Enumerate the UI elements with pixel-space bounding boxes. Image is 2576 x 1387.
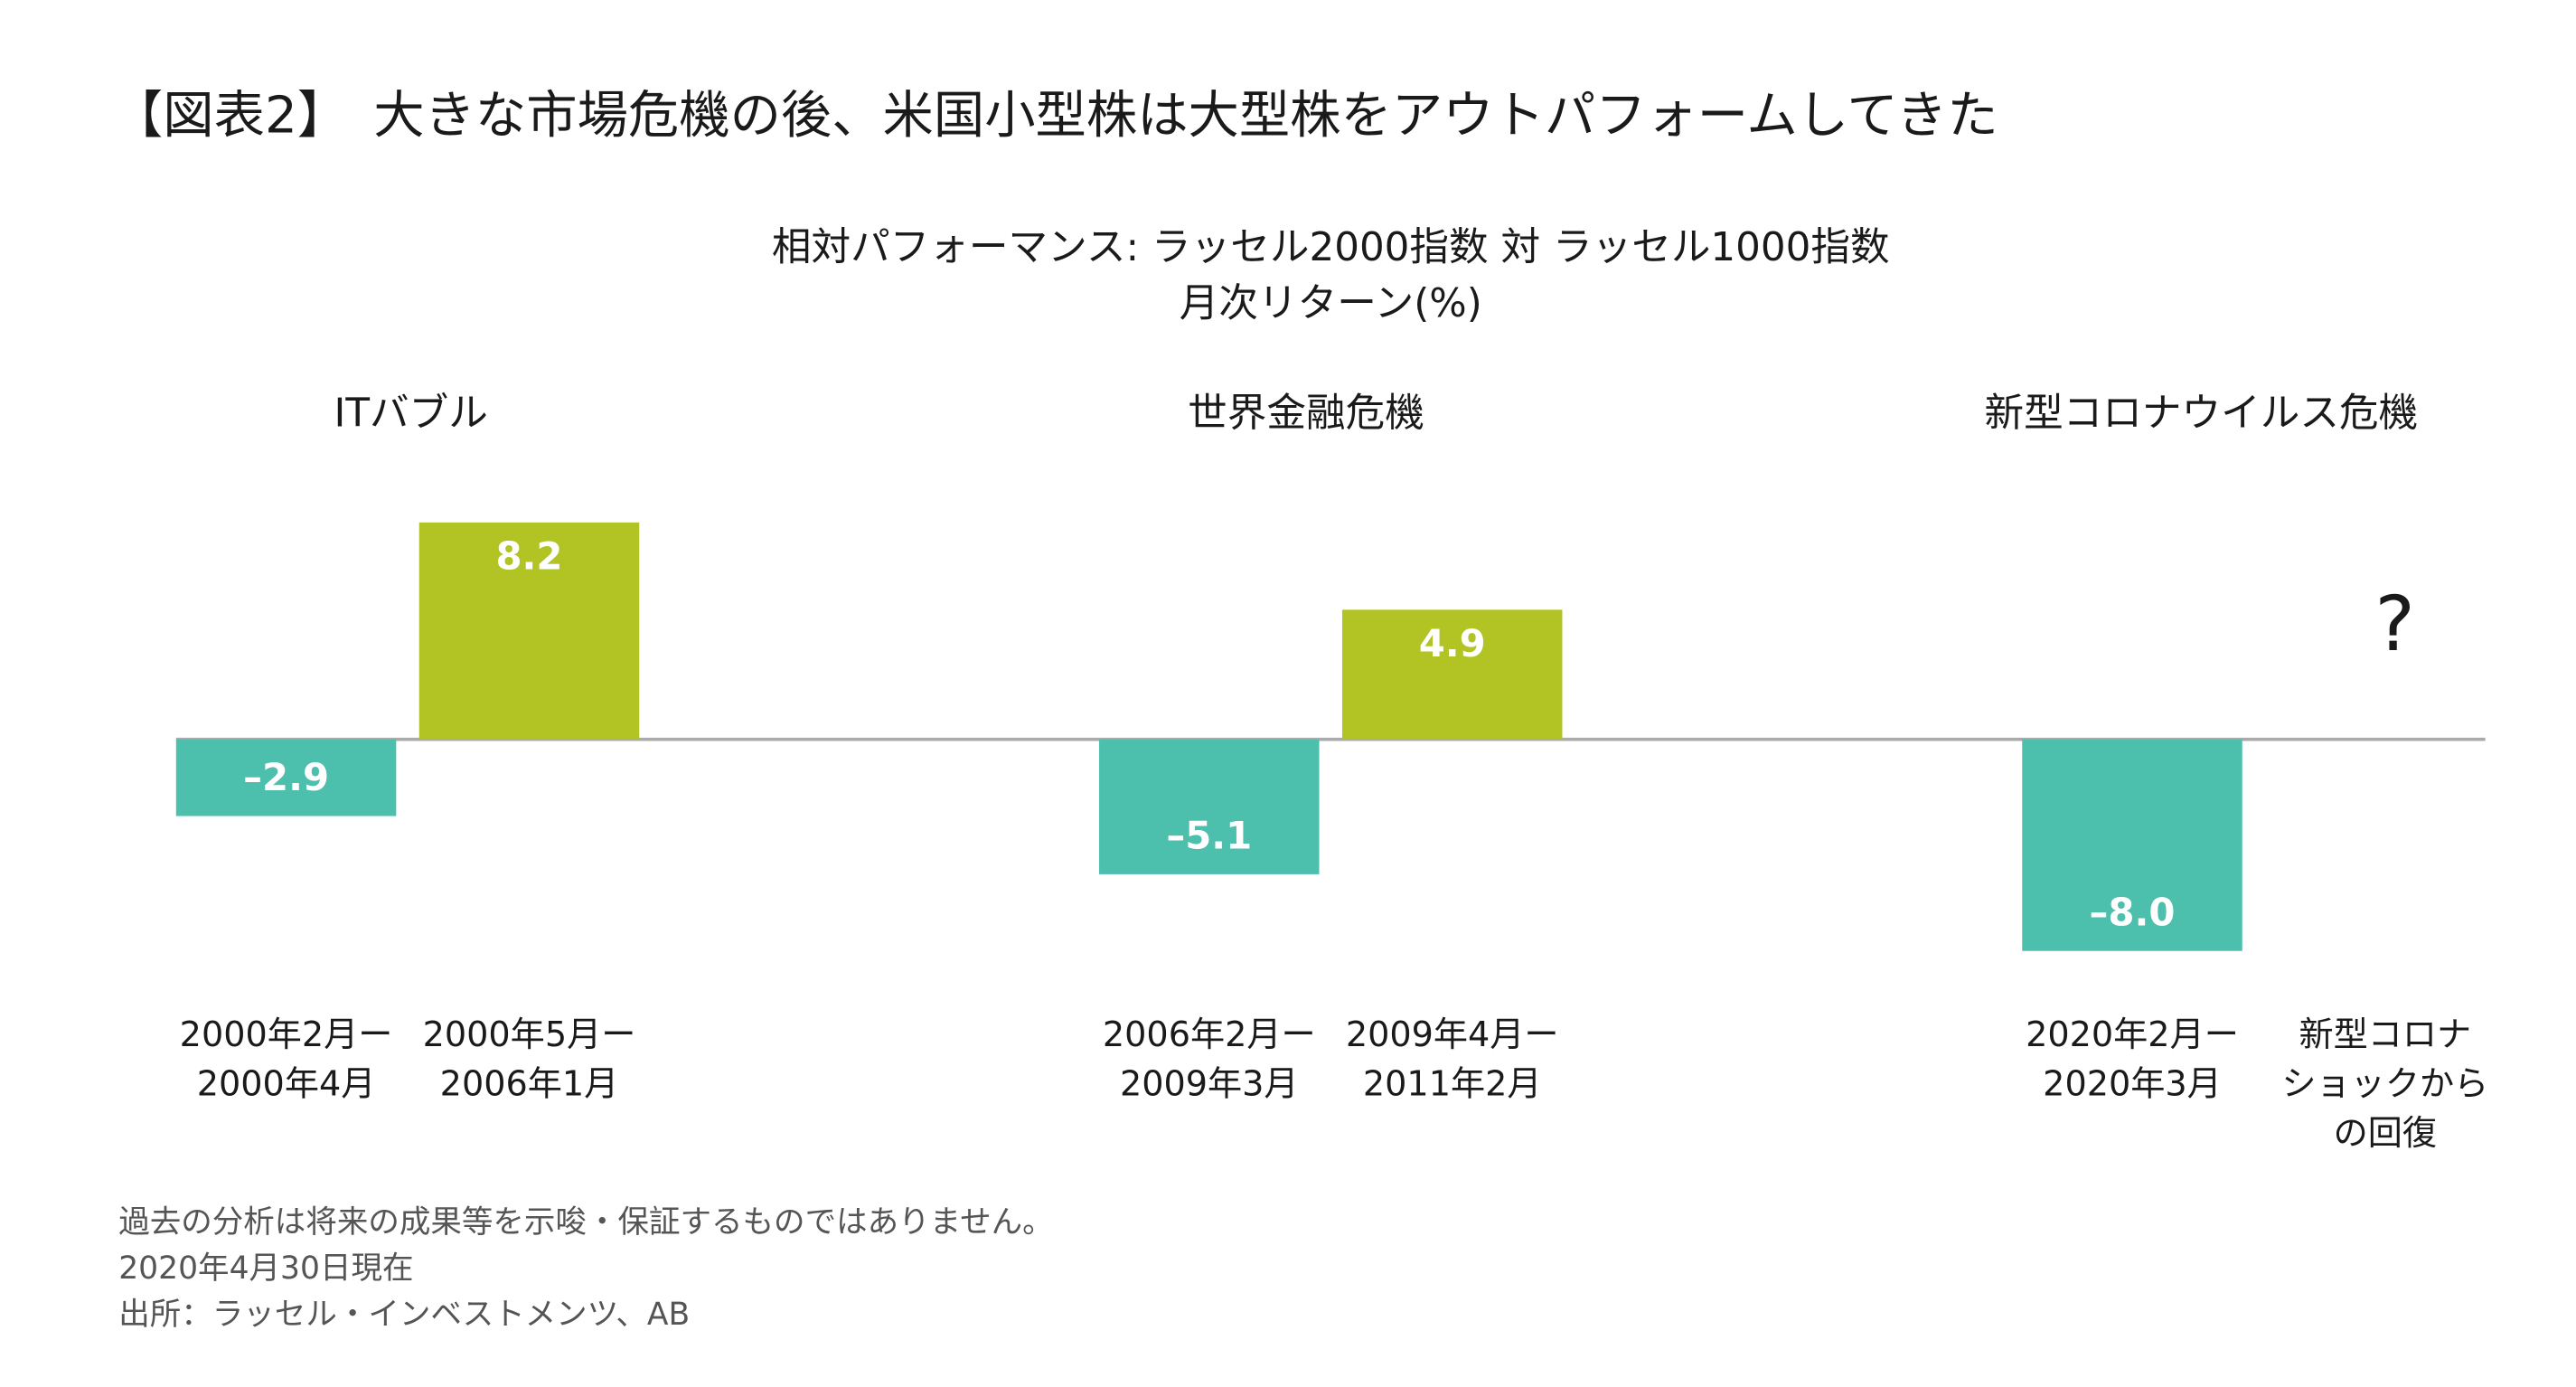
bar xyxy=(1341,609,1563,740)
footnote: 2020年4月30日現在 xyxy=(118,1250,413,1287)
value-label: –5.1 xyxy=(1166,813,1252,857)
chart-subtitle: 相対パフォーマンス: ラッセル2000指数 対 ラッセル1000指数 xyxy=(772,225,1890,270)
group-label: 世界金融危機 xyxy=(1188,392,1424,437)
chart-subtitle: 月次リターン(%) xyxy=(1180,281,1482,326)
x-tick-label: 2000年4月 xyxy=(197,1064,376,1104)
bar xyxy=(1099,739,1320,874)
x-tick-label: 2006年1月 xyxy=(440,1064,619,1104)
value-label: –2.9 xyxy=(243,755,329,799)
value-label: 4.9 xyxy=(1419,621,1486,665)
x-tick-label: 2020年2月ー xyxy=(2026,1014,2239,1054)
bar xyxy=(418,522,640,740)
x-tick-label: ショックから xyxy=(2281,1064,2488,1104)
x-tick-label: 2000年5月ー xyxy=(423,1014,636,1054)
x-tick-label: 2011年2月 xyxy=(1363,1064,1542,1104)
x-tick-label: 2009年4月ー xyxy=(1346,1014,1559,1054)
group-label: ITバブル xyxy=(334,392,488,437)
x-tick-label: 2006年2月ー xyxy=(1103,1014,1316,1054)
annotation: ? xyxy=(2375,580,2415,668)
chart-title: 【図表2】 大きな市場危機の後、米国小型株は大型株をアウトパフォームしてきた xyxy=(112,86,1998,145)
value-label: 8.2 xyxy=(495,533,562,578)
group-label: 新型コロナウイルス危機 xyxy=(1984,392,2418,437)
footnote: 出所：ラッセル・インベストメンツ、AB xyxy=(118,1297,690,1333)
x-tick-label: の回復 xyxy=(2334,1113,2437,1153)
x-tick-label: 新型コロナ xyxy=(2299,1014,2471,1054)
bar xyxy=(2022,739,2242,951)
footnote: 過去の分析は将来の成果等を示唆・保証するものではありません。 xyxy=(118,1204,1053,1241)
x-tick-label: 2009年3月 xyxy=(1120,1064,1299,1104)
value-label: –8.0 xyxy=(2090,890,2176,934)
x-tick-label: 2000年2月ー xyxy=(180,1014,393,1054)
bar xyxy=(175,739,397,816)
x-tick-label: 2020年3月 xyxy=(2043,1064,2222,1104)
